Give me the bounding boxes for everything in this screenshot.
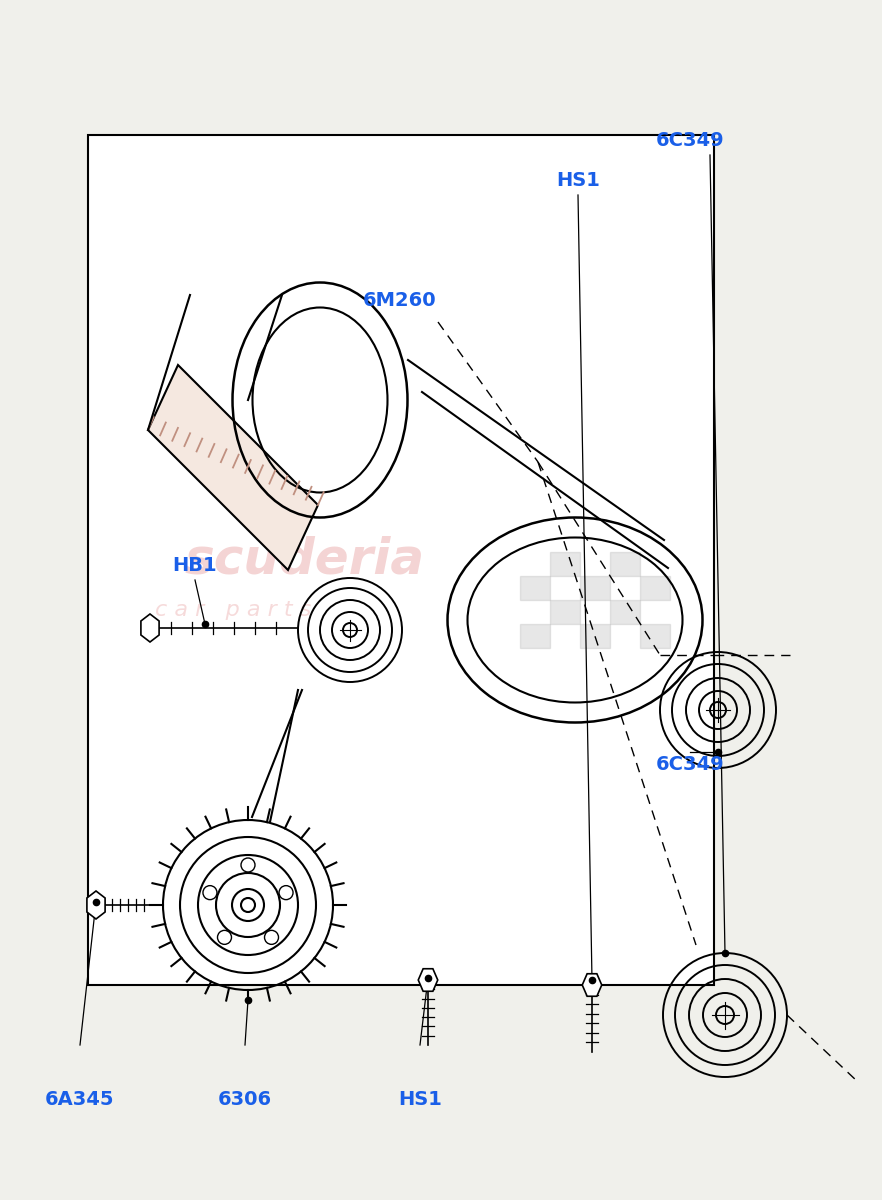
Bar <box>640 624 670 648</box>
Text: 6M260: 6M260 <box>363 290 437 310</box>
Bar <box>640 576 670 600</box>
Polygon shape <box>582 973 602 996</box>
Text: 6C349: 6C349 <box>655 131 724 150</box>
Bar <box>550 552 580 576</box>
Bar <box>580 624 610 648</box>
Polygon shape <box>87 890 105 919</box>
Text: HS1: HS1 <box>398 1090 442 1109</box>
Bar <box>610 552 640 576</box>
Text: c a r   p a r t s: c a r p a r t s <box>155 600 311 620</box>
Bar <box>520 624 550 648</box>
Bar <box>88 134 714 985</box>
Bar <box>550 600 580 624</box>
Text: 6C349: 6C349 <box>655 755 724 774</box>
Polygon shape <box>141 614 159 642</box>
Bar <box>520 576 550 600</box>
Text: 6A345: 6A345 <box>45 1090 115 1109</box>
Bar <box>580 576 610 600</box>
Polygon shape <box>418 968 437 991</box>
Polygon shape <box>148 365 318 570</box>
Text: 6306: 6306 <box>218 1090 272 1109</box>
Text: HS1: HS1 <box>556 170 600 190</box>
Bar <box>610 600 640 624</box>
Text: HB1: HB1 <box>173 556 217 575</box>
Text: scuderia: scuderia <box>185 536 425 584</box>
